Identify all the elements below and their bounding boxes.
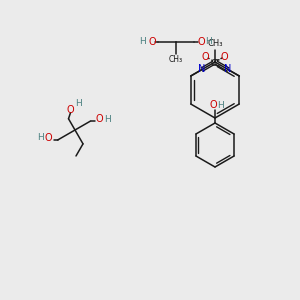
Text: H: H <box>104 115 111 124</box>
Text: C: C <box>214 58 220 68</box>
Text: H: H <box>139 38 146 46</box>
Text: O: O <box>67 105 74 115</box>
Text: H: H <box>218 100 224 109</box>
Text: O: O <box>96 114 104 124</box>
Text: O: O <box>197 37 205 47</box>
Text: O: O <box>209 100 217 110</box>
Text: H: H <box>37 134 44 142</box>
Text: O: O <box>202 52 209 62</box>
Text: H: H <box>205 38 212 46</box>
Text: O: O <box>148 37 156 47</box>
Text: CH₃: CH₃ <box>207 40 223 49</box>
Text: N: N <box>224 64 232 74</box>
Text: CH₃: CH₃ <box>169 56 183 64</box>
Text: O: O <box>45 133 52 143</box>
Text: H: H <box>75 99 82 108</box>
Text: O: O <box>221 52 229 62</box>
Text: C: C <box>210 58 216 68</box>
Text: N: N <box>198 64 206 74</box>
